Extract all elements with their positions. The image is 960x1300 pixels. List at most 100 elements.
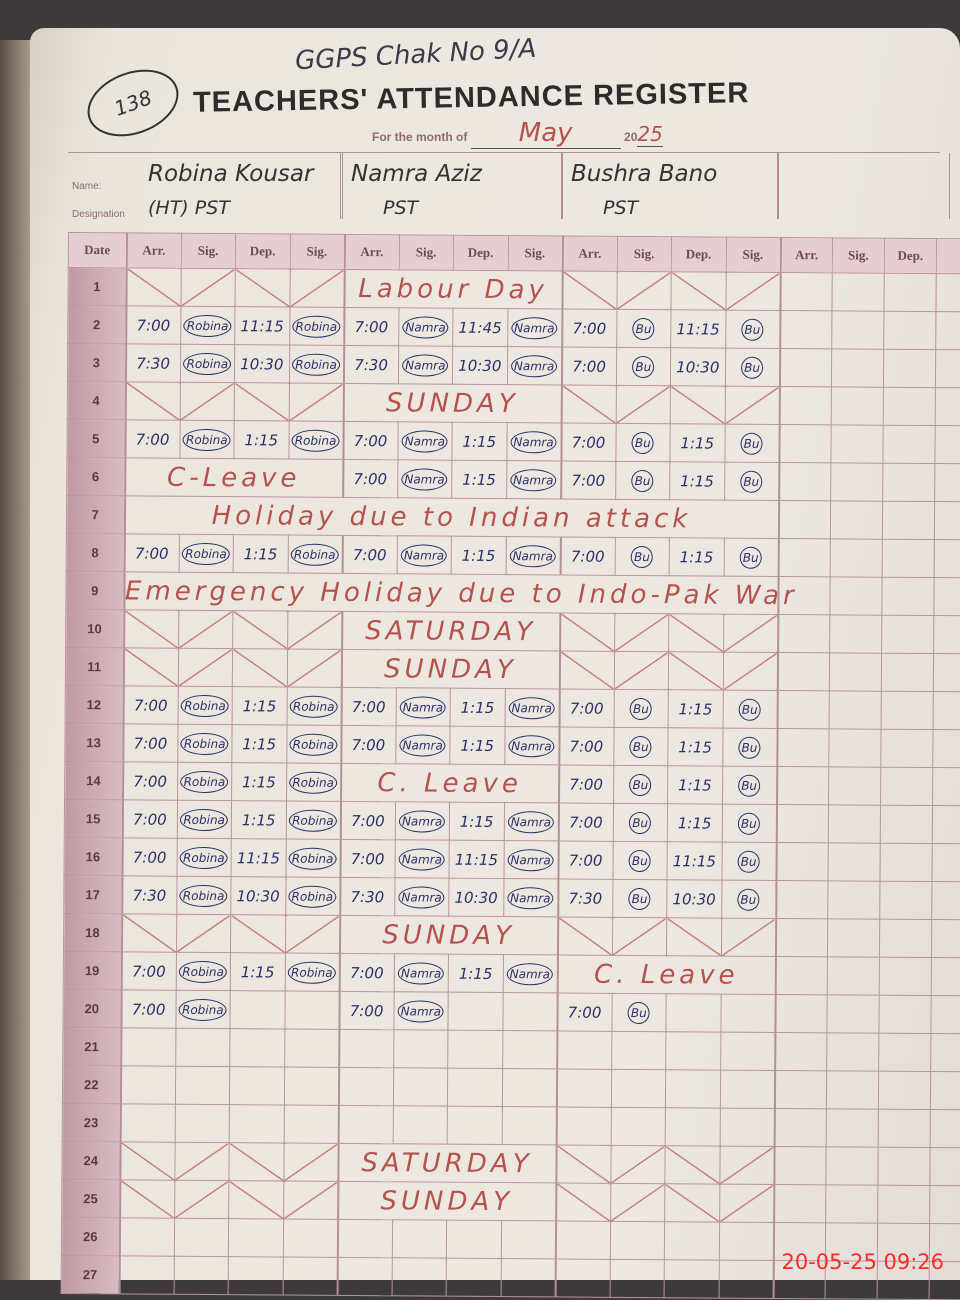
signature-cell: Robina bbox=[288, 421, 344, 460]
signature-cell: Robina bbox=[176, 838, 232, 877]
empty-cell bbox=[391, 1219, 447, 1259]
signature: Namra bbox=[398, 847, 446, 871]
empty-cell bbox=[929, 1185, 960, 1224]
empty-cell bbox=[718, 1222, 774, 1261]
signature: Namra bbox=[397, 961, 445, 985]
signature: Namra bbox=[510, 430, 557, 453]
signature-cell: Bu bbox=[613, 689, 669, 728]
empty-cell bbox=[283, 1105, 339, 1144]
signature: Bu bbox=[629, 811, 652, 834]
departure-cell: 1:15 bbox=[451, 460, 507, 499]
empty-cell bbox=[284, 1029, 339, 1068]
departure-cell: 10:30 bbox=[234, 344, 290, 384]
crossed-cell bbox=[561, 384, 616, 424]
empty-cell bbox=[501, 1106, 557, 1145]
signature-cell: Bu bbox=[616, 309, 671, 348]
empty-cell bbox=[931, 843, 960, 882]
arrival-cell: 7:00 bbox=[343, 307, 399, 346]
table-row: 6 C-Leave 7:00 Namra 1:15 Namra 7:00 Bu 1:15 Bu bbox=[66, 457, 960, 502]
empty-cell bbox=[935, 311, 960, 350]
empty-cell bbox=[881, 615, 934, 654]
column-header: Sig. bbox=[725, 237, 781, 273]
empty-cell bbox=[878, 995, 932, 1034]
crossed-cell bbox=[613, 651, 669, 690]
departure-cell: 1:15 bbox=[233, 534, 288, 574]
arrival-cell: 7:30 bbox=[343, 345, 399, 384]
signature: Bu bbox=[737, 812, 760, 835]
book-spine bbox=[0, 40, 30, 1280]
empty-cell bbox=[880, 805, 933, 844]
signature-cell: Namra bbox=[398, 307, 453, 347]
arrival-cell: 7:00 bbox=[340, 725, 396, 764]
empty-cell bbox=[831, 272, 885, 312]
signature-cell: Namra bbox=[394, 801, 450, 841]
departure-cell: 1:15 bbox=[668, 689, 723, 729]
date-cell: 23 bbox=[62, 1103, 121, 1142]
signature-cell: Bu bbox=[723, 538, 779, 577]
empty-cell bbox=[830, 538, 883, 578]
arrival-cell: 7:00 bbox=[561, 308, 617, 348]
signature: Bu bbox=[740, 470, 763, 493]
arrival-cell: 7:00 bbox=[123, 685, 178, 725]
empty-cell bbox=[393, 1029, 448, 1069]
empty-cell bbox=[119, 1255, 174, 1295]
crossed-cell bbox=[232, 648, 288, 688]
crossed-cell bbox=[286, 649, 342, 688]
signature: Namra bbox=[508, 696, 555, 719]
note-cell: SATURDAY bbox=[341, 611, 560, 651]
empty-cell bbox=[502, 1030, 557, 1069]
signature: Robina bbox=[292, 353, 340, 376]
departure-cell: 1:15 bbox=[667, 765, 723, 805]
signature: Bu bbox=[629, 735, 652, 758]
date-cell: 14 bbox=[64, 761, 123, 800]
empty-cell bbox=[556, 1106, 611, 1146]
arrival-cell: 7:00 bbox=[560, 536, 615, 576]
signature-cell: Namra bbox=[393, 991, 449, 1031]
crossed-cell bbox=[668, 651, 724, 691]
signature-cell: Namra bbox=[397, 459, 452, 499]
empty-cell bbox=[774, 1070, 827, 1109]
signature: Namra bbox=[399, 733, 446, 757]
empty-cell bbox=[827, 918, 880, 958]
empty-cell bbox=[882, 501, 935, 540]
date-cell: 13 bbox=[64, 723, 124, 762]
crossed-cell bbox=[719, 1184, 774, 1223]
crossed-cell bbox=[230, 914, 286, 954]
empty-cell bbox=[934, 539, 960, 578]
empty-cell bbox=[777, 690, 830, 729]
note-cell: SUNDAY bbox=[337, 1181, 556, 1221]
crossed-cell bbox=[234, 382, 289, 422]
teacher-3: Bushra Bano PST bbox=[562, 153, 778, 219]
signature: Robina bbox=[289, 771, 338, 794]
crossed-cell bbox=[664, 1183, 720, 1223]
departure-cell: 1:15 bbox=[231, 800, 287, 840]
date-cell: 1 bbox=[67, 267, 127, 306]
empty-cell bbox=[775, 880, 828, 919]
empty-cell bbox=[930, 1071, 960, 1110]
note-cell: SUNDAY bbox=[339, 915, 558, 955]
signature-cell: Bu bbox=[613, 727, 669, 766]
signature: Robina bbox=[182, 542, 230, 565]
date-cell: 10 bbox=[65, 609, 124, 648]
empty-cell bbox=[779, 272, 833, 311]
empty-cell bbox=[719, 1108, 775, 1147]
teacher-name: Namra Aziz bbox=[351, 161, 482, 187]
empty-cell bbox=[447, 1068, 503, 1107]
departure-cell: 10:30 bbox=[230, 876, 286, 916]
signature-cell: Robina bbox=[178, 534, 234, 573]
crossed-cell bbox=[559, 650, 615, 690]
empty-cell bbox=[778, 424, 832, 463]
crossed-cell bbox=[615, 385, 671, 424]
empty-cell bbox=[775, 918, 828, 957]
empty-cell bbox=[881, 691, 934, 730]
attendance-table: Date Arr. Sig. Dep. Sig. Arr. Sig. Dep. Sig. Arr.… bbox=[61, 232, 960, 1300]
arrival-cell: 7:00 bbox=[124, 533, 179, 573]
signature-cell bbox=[284, 991, 340, 1030]
crossed-cell bbox=[178, 610, 233, 649]
table-row: 16 7:00 Robina 11:15 Robina 7:00 Namra 11:15 Nam… bbox=[64, 837, 960, 882]
signature: Robina bbox=[183, 352, 232, 375]
crossed-cell bbox=[722, 652, 778, 691]
signature-cell: Robina bbox=[177, 686, 233, 725]
departure-cell: 11:15 bbox=[231, 838, 286, 878]
empty-cell bbox=[883, 387, 936, 426]
